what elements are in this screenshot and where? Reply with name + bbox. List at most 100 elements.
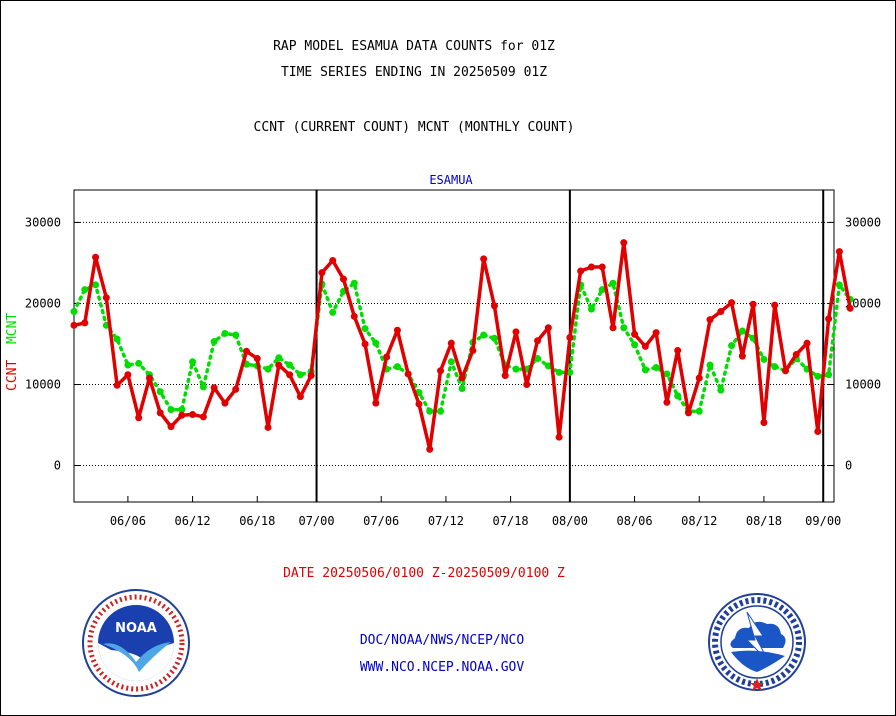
data-point-ccnt — [544, 324, 552, 332]
data-point-ccnt — [469, 346, 477, 354]
series-ccnt — [70, 239, 854, 453]
data-point-mcnt — [92, 281, 100, 289]
data-point-ccnt — [523, 380, 531, 388]
data-point-mcnt — [728, 342, 736, 350]
data-point-mcnt — [587, 305, 595, 313]
series-mcnt — [70, 279, 854, 415]
data-point-mcnt — [70, 308, 78, 316]
data-point-mcnt — [566, 368, 574, 376]
data-point-mcnt — [210, 338, 218, 346]
x-tick-label: 06/12 — [175, 514, 211, 528]
data-point-ccnt — [771, 301, 779, 309]
footer-website: WWW.NCO.NCEP.NOAA.GOV — [359, 660, 525, 675]
data-point-ccnt — [695, 374, 703, 382]
data-point-mcnt — [156, 388, 164, 396]
data-point-ccnt — [792, 351, 800, 359]
x-tick-label: 08/00 — [552, 514, 588, 528]
data-point-ccnt — [663, 398, 671, 406]
noaa-logo-text: NOAA — [115, 621, 157, 636]
data-point-ccnt — [534, 337, 542, 345]
data-point-mcnt — [609, 279, 617, 287]
data-point-mcnt — [426, 407, 434, 415]
x-tick-label: 07/12 — [428, 514, 464, 528]
data-point-mcnt — [835, 281, 843, 289]
data-point-mcnt — [189, 358, 197, 366]
data-point-ccnt — [684, 409, 692, 417]
data-point-mcnt — [264, 365, 272, 373]
data-point-ccnt — [835, 248, 843, 256]
data-point-ccnt — [598, 263, 606, 271]
data-point-mcnt — [738, 327, 746, 335]
data-point-mcnt — [544, 362, 552, 370]
x-tick-label: 08/06 — [617, 514, 653, 528]
data-point-ccnt — [102, 294, 110, 302]
data-point-ccnt — [825, 315, 833, 323]
data-point-ccnt — [846, 304, 854, 312]
y-tick-label-right: 10000 — [845, 377, 881, 391]
y-tick-label-right: 20000 — [845, 296, 881, 310]
data-point-mcnt — [361, 325, 369, 333]
data-point-ccnt — [350, 312, 358, 320]
data-point-ccnt — [210, 384, 218, 392]
data-point-ccnt — [480, 255, 488, 263]
data-point-mcnt — [275, 354, 283, 362]
data-point-mcnt — [135, 359, 143, 367]
data-point-mcnt — [221, 329, 229, 337]
data-point-ccnt — [490, 302, 498, 310]
axes — [73, 189, 835, 503]
data-point-ccnt — [555, 433, 563, 441]
data-point-ccnt — [609, 324, 617, 332]
data-point-mcnt — [458, 385, 466, 393]
data-point-ccnt — [426, 445, 434, 453]
data-point-mcnt — [372, 339, 380, 347]
data-point-mcnt — [631, 341, 639, 349]
data-point-ccnt — [706, 316, 714, 324]
x-tick-label: 07/00 — [298, 514, 334, 528]
data-point-ccnt — [242, 347, 250, 355]
data-point-mcnt — [393, 363, 401, 371]
data-point-ccnt — [253, 355, 261, 363]
data-point-ccnt — [113, 381, 121, 389]
data-point-mcnt — [447, 358, 455, 366]
y-tick-label-right: 30000 — [845, 215, 881, 229]
y-tick-label-right: 0 — [845, 459, 852, 473]
data-point-ccnt — [437, 367, 445, 375]
data-point-mcnt — [555, 368, 563, 376]
data-point-ccnt — [286, 371, 294, 379]
data-point-ccnt — [383, 353, 391, 361]
data-point-mcnt — [814, 372, 822, 380]
data-point-ccnt — [458, 374, 466, 382]
data-point-mcnt — [652, 363, 660, 371]
data-point-ccnt — [749, 300, 757, 308]
noaa-logo: NOAA — [82, 589, 190, 697]
nws-logo — [708, 593, 806, 691]
data-point-ccnt — [781, 367, 789, 375]
data-point-ccnt — [70, 321, 78, 329]
data-point-ccnt — [393, 326, 401, 334]
data-point-mcnt — [286, 361, 294, 369]
data-point-mcnt — [199, 383, 207, 391]
y-tick-label-left: 10000 — [25, 377, 61, 391]
station-name: ESAMUA — [429, 173, 473, 187]
data-point-mcnt — [81, 286, 89, 294]
data-point-ccnt — [631, 330, 639, 338]
x-tick-labels: 06/06 06/12 06/18 07/00 07/06 07/12 07/18 08/00… — [110, 514, 841, 528]
data-point-ccnt — [189, 410, 197, 418]
data-point-ccnt — [92, 253, 100, 261]
data-point-ccnt — [318, 269, 326, 277]
data-point-mcnt — [674, 392, 682, 400]
data-point-ccnt — [372, 399, 380, 407]
x-tick-label: 08/18 — [746, 514, 782, 528]
x-tick-label: 08/12 — [681, 514, 717, 528]
data-point-ccnt — [512, 328, 520, 336]
y-tick-labels: 0 0 10000 10000 20000 20000 30000 30000 — [25, 215, 881, 472]
data-point-ccnt — [178, 411, 186, 419]
data-point-ccnt — [307, 372, 315, 380]
data-point-mcnt — [512, 365, 520, 373]
data-point-ccnt — [145, 374, 153, 382]
data-point-ccnt — [221, 399, 229, 407]
data-point-ccnt — [803, 339, 811, 347]
data-point-mcnt — [167, 406, 175, 414]
data-point-mcnt — [113, 335, 121, 343]
